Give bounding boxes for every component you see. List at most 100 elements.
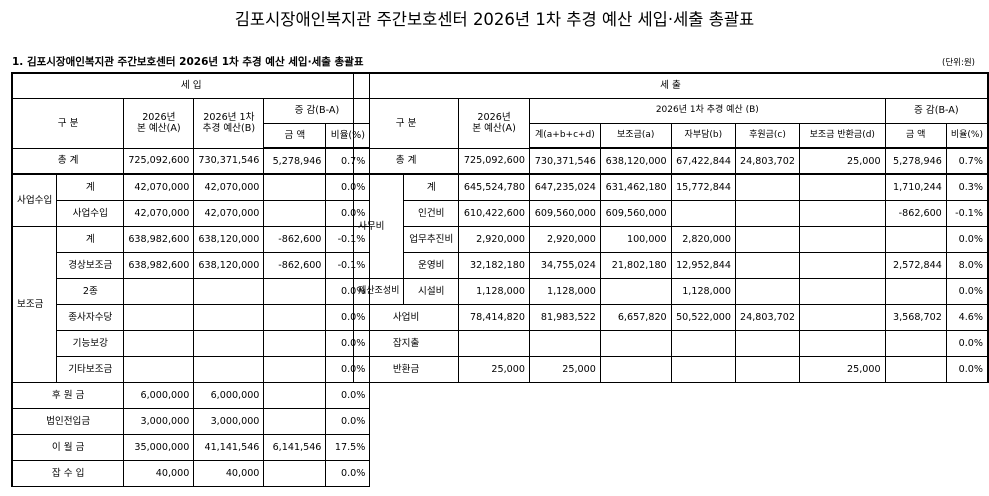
income-revised-budget: 41,141,546 <box>193 433 265 461</box>
income-category: 보조금 <box>11 225 58 383</box>
income-original-budget <box>123 329 195 357</box>
income-row: 이 월 금 35,000,000 41,141,546 6,141,546 17.5% <box>11 433 371 461</box>
expense-diff-amount <box>884 277 947 305</box>
income-row: 종사자수당 0.0% <box>12 303 371 331</box>
expense-diff-amount: 5,278,946 <box>884 147 947 175</box>
expense-subcategory: 계 <box>403 173 460 201</box>
expense-diff-ratio: 8.0% <box>945 251 989 279</box>
expense-donation: 24,803,702 <box>735 303 800 331</box>
income-rev-header: 2026년 1차 추경 예산(B) <box>193 97 265 149</box>
expense-revised-total: 25,000 <box>528 355 601 383</box>
expense-original-budget: 78,414,820 <box>458 303 530 331</box>
expense-donation <box>735 251 800 279</box>
expense-original-budget: 1,128,000 <box>458 277 530 305</box>
income-category-header: 구 분 <box>11 97 125 149</box>
expense-original-budget <box>458 329 530 357</box>
expense-subsidy: 6,657,820 <box>599 303 672 331</box>
section-title: 1. 김포시장애인복지관 주간보호센터 2026년 1차 추경 예산 세입·세출… <box>12 56 364 68</box>
expense-diff-ratio: 4.6% <box>945 303 989 331</box>
income-revised-budget: 3,000,000 <box>193 407 265 435</box>
expense-refund-header: 보조금 반환금(d) <box>798 122 886 149</box>
expense-category: 반환금 <box>352 355 460 383</box>
expense-revised-total: 647,235,024 <box>528 173 601 201</box>
expense-body: 총 계 725,092,600 730,371,546 638,120,000 67,4… <box>352 147 989 383</box>
expense-subsidy-header: 보조금(a) <box>599 122 672 149</box>
income-diff-amount <box>263 329 327 357</box>
expense-donation <box>735 329 800 357</box>
expense-category: 사업비 <box>352 303 460 331</box>
income-subcategory: 사업수입 <box>56 199 125 227</box>
expense-row: 사업비 78,414,820 81,983,522 6,657,820 50,522,0… <box>352 303 989 331</box>
income-subcategory: 계 <box>56 225 125 253</box>
expense-original-budget: 32,182,180 <box>458 251 530 279</box>
expense-own-burden: 50,522,000 <box>670 303 737 331</box>
expense-revised-total: 2,920,000 <box>528 225 601 253</box>
income-original-budget: 638,982,600 <box>123 225 195 253</box>
income-section-header: 세 입 <box>11 72 371 99</box>
expense-original-budget: 25,000 <box>458 355 530 383</box>
income-revised-budget: 6,000,000 <box>193 381 265 409</box>
income-subcategory: 계 <box>56 173 125 201</box>
income-category: 후 원 금 <box>11 381 125 409</box>
income-revised-budget: 42,070,000 <box>193 173 265 201</box>
expense-subsidy: 100,000 <box>599 225 672 253</box>
income-row: 보조금 계 638,982,600 638,120,000 -862,600 -0.1% <box>11 225 371 383</box>
income-original-budget <box>123 277 195 305</box>
expense-revised-total: 730,371,546 <box>528 147 601 175</box>
expense-own-burden: 67,422,844 <box>670 147 737 175</box>
expense-row: 잡지출 0.0% <box>352 329 989 357</box>
income-amount-header: 금 액 <box>263 122 327 149</box>
income-row: 2종 0.0% <box>12 277 371 305</box>
expense-support-header: 후원금(c) <box>735 122 800 149</box>
expense-own-burden <box>670 329 737 357</box>
expense-revised-total: 34,755,024 <box>528 251 601 279</box>
expense-donation: 24,803,702 <box>735 147 800 175</box>
income-revised-budget <box>193 277 265 305</box>
income-diff-ratio: 17.5% <box>325 433 371 461</box>
expense-subsidy-refund <box>798 277 886 305</box>
income-diff-amount: 6,141,546 <box>263 433 327 461</box>
income-body: 총 계 725,092,600 730,371,546 5,278,946 0.7% 사업… <box>11 147 371 487</box>
expense-subsidy: 638,120,000 <box>599 147 672 175</box>
income-diff-amount <box>263 407 327 435</box>
expense-row: 인건비 610,422,600 609,560,000 609,560,000 -862… <box>354 199 989 227</box>
income-diff-amount: 5,278,946 <box>263 147 327 175</box>
expense-subsidy-refund <box>798 199 886 227</box>
income-revised-budget: 638,120,000 <box>193 251 265 279</box>
income-original-budget: 725,092,600 <box>123 147 195 175</box>
expense-donation <box>735 355 800 383</box>
income-row: 잡 수 입 40,000 40,000 0.0% <box>11 459 371 487</box>
expense-row: 사무비 계 645,524,780 647,235,024 631,462,180 15,… <box>352 173 989 279</box>
expense-subsidy: 631,462,180 <box>599 173 672 201</box>
income-revised-budget: 42,070,000 <box>193 199 265 227</box>
income-diff-ratio: 0.0% <box>325 459 371 487</box>
expense-subsidy-refund <box>798 303 886 331</box>
income-original-budget: 3,000,000 <box>123 407 195 435</box>
income-diff-ratio: 0.0% <box>325 381 371 409</box>
expense-subsidy-refund <box>798 251 886 279</box>
expense-header: 세 출 구 분 2026년 본 예산(A) 2026년 1차 추경 예산 (B)… <box>352 72 989 149</box>
expense-own-burden <box>670 199 737 227</box>
expense-ratio-header: 비율(%) <box>945 122 989 149</box>
expense-subsidy-refund: 25,000 <box>798 355 886 383</box>
expense-category: 재산조성비 <box>352 277 405 305</box>
income-category: 이 월 금 <box>11 433 125 461</box>
expense-own-burden: 12,952,844 <box>670 251 737 279</box>
expense-revised-total: 609,560,000 <box>528 199 601 227</box>
income-row: 사업수입 42,070,000 42,070,000 0.0% <box>12 199 371 227</box>
expense-diff-ratio: 0.3% <box>945 173 989 201</box>
income-original-budget: 6,000,000 <box>123 381 195 409</box>
expense-diff-amount: 3,568,702 <box>884 303 947 331</box>
expense-row: 총 계 725,092,600 730,371,546 638,120,000 67,4… <box>352 147 989 175</box>
income-diff-amount: -862,600 <box>263 225 327 253</box>
document-title: 김포시장애인복지관 주간보호센터 2026년 1차 추경 예산 세입·세출 총괄… <box>234 10 755 29</box>
income-row: 사업수입 계 42,070,000 42,070,000 0.0% <box>11 173 371 227</box>
income-category: 총 계 <box>11 147 125 175</box>
expense-diff-ratio: -0.1% <box>945 199 989 227</box>
expense-category: 사무비 <box>352 173 405 279</box>
expense-orig-header: 2026년 본 예산(A) <box>458 97 530 149</box>
expense-diff-header: 증 감(B-A) <box>884 97 989 124</box>
expense-table: 세 출 구 분 2026년 본 예산(A) 2026년 1차 추경 예산 (B)… <box>352 72 989 383</box>
income-header: 세 입 구 분 2026년 본 예산(A) 2026년 1차 추경 예산(B) … <box>11 72 371 149</box>
income-revised-budget <box>193 355 265 383</box>
